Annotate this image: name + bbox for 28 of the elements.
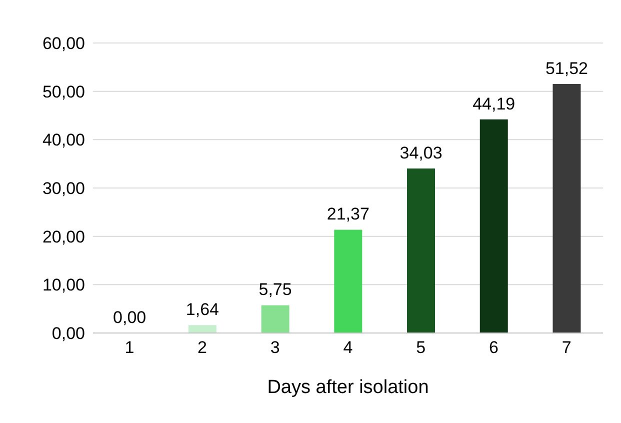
- y-tick-label: 0,00: [52, 324, 85, 344]
- x-tick-label: 2: [198, 338, 208, 358]
- y-tick-label: 30,00: [42, 179, 85, 198]
- bar: [480, 119, 508, 333]
- data-label: 21,37: [326, 204, 370, 224]
- y-tick-label: 50,00: [42, 82, 85, 102]
- bar: [188, 325, 216, 333]
- x-axis-title: Days after isolation: [267, 377, 429, 398]
- bar: [407, 168, 436, 333]
- data-label: 51,52: [545, 58, 588, 78]
- x-tick-label: 3: [270, 338, 280, 358]
- y-tick-label: 20,00: [42, 227, 85, 246]
- bar: [261, 305, 290, 333]
- y-tick-label: 10,00: [42, 276, 85, 295]
- data-label: 5,75: [258, 280, 292, 300]
- y-tick-label: 60,00: [42, 34, 85, 54]
- bar: [334, 230, 362, 333]
- data-label: 34,03: [400, 144, 442, 163]
- x-tick-label: 6: [488, 338, 498, 358]
- x-tick-label: 4: [343, 338, 353, 358]
- data-label: 0,00: [113, 308, 146, 327]
- x-tick-label: 7: [562, 338, 572, 358]
- x-tick-label: 5: [416, 338, 426, 358]
- x-tick-label: 1: [124, 338, 134, 358]
- data-label: 1,64: [186, 300, 219, 320]
- bar: [552, 84, 581, 333]
- y-tick-label: 40,00: [42, 130, 85, 150]
- data-label: 44,19: [472, 94, 516, 114]
